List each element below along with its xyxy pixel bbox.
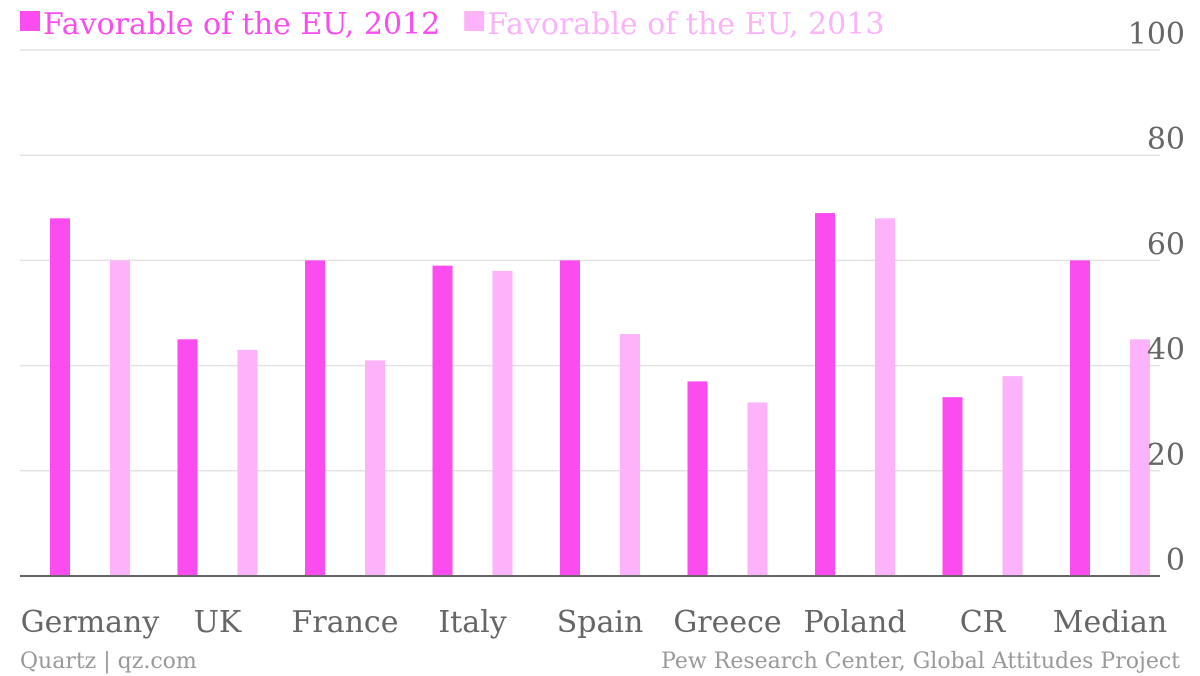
footer-source-left: Quartz | qz.com	[20, 649, 197, 674]
legend-swatch-2012	[20, 11, 40, 31]
bar-2013-uk	[237, 349, 258, 576]
x-category-label: Italy	[438, 605, 506, 640]
x-category-label: Median	[1053, 605, 1167, 640]
bar-2012-cr	[942, 397, 963, 576]
y-tick-label: 20	[1147, 438, 1185, 473]
bar-2012-italy	[432, 265, 453, 576]
legend-label-2012: Favorable of the EU, 2012	[43, 7, 440, 42]
gridlines	[20, 49, 1160, 472]
bar-2012-germany	[50, 218, 70, 576]
y-axis-ticks: 0 20 40 60 80 100	[1128, 17, 1185, 578]
x-category-label: Greece	[673, 605, 781, 640]
x-category-label: Germany	[21, 605, 160, 640]
bar-2012-median	[1070, 260, 1090, 576]
legend-swatch-2013	[464, 11, 485, 31]
bar-2012-uk	[177, 339, 198, 576]
bar-2012-poland	[815, 213, 835, 576]
y-tick-label: 80	[1147, 122, 1185, 157]
y-tick-label: 0	[1166, 543, 1185, 578]
x-category-label: Poland	[803, 605, 906, 640]
y-tick-label: 100	[1128, 17, 1185, 52]
y-tick-label: 40	[1147, 333, 1185, 368]
bar-2013-france	[365, 360, 385, 576]
bar-2013-cr	[1002, 376, 1023, 576]
bar-2013-germany	[110, 260, 130, 576]
x-category-label: France	[292, 605, 399, 640]
bar-2012-greece	[687, 381, 708, 576]
x-category-label: CR	[960, 605, 1007, 640]
bar-2012-france	[305, 260, 325, 576]
footer-source-right: Pew Research Center, Global Attitudes Pr…	[661, 649, 1180, 674]
bar-2013-spain	[620, 334, 640, 576]
bar-2013-italy	[492, 270, 513, 576]
bar-2013-greece	[747, 402, 768, 576]
legend: Favorable of the EU, 2012 Favorable of th…	[20, 7, 884, 42]
x-axis-categories: Germany UK France Italy Spain Greece Poland CR M…	[21, 605, 1168, 640]
x-category-label: UK	[194, 605, 242, 640]
bar-2013-median	[1130, 339, 1150, 576]
bar-2013-poland	[875, 218, 895, 576]
x-category-label: Spain	[557, 605, 644, 640]
bar-2012-spain	[560, 260, 580, 576]
y-tick-label: 60	[1147, 227, 1185, 262]
bars	[50, 213, 1150, 576]
legend-label-2013: Favorable of the EU, 2013	[487, 7, 884, 42]
